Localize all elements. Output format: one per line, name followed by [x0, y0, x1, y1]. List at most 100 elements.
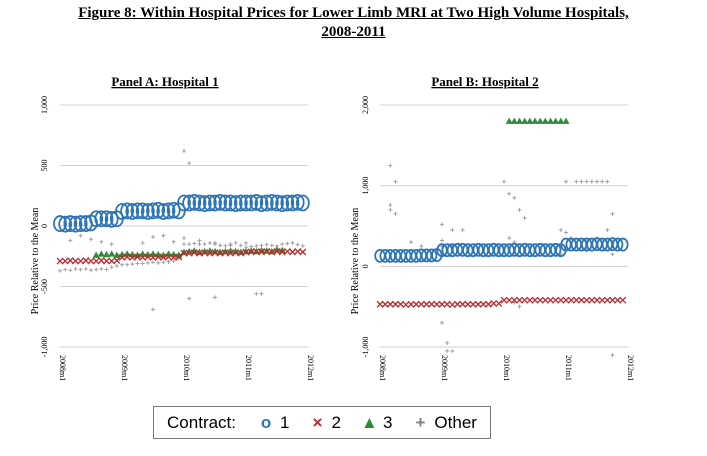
- data-point-contract-1: [611, 237, 624, 252]
- data-point-other: [300, 243, 305, 248]
- data-point-contract-2: [598, 296, 606, 304]
- legend-symbol-circle: o: [260, 412, 272, 432]
- data-point-contract-3: [113, 251, 121, 258]
- data-point-other: [140, 261, 145, 266]
- figure-title: Figure 8: Within Hospital Prices for Low…: [0, 4, 707, 42]
- data-point-other: [135, 261, 140, 266]
- data-point-contract-2: [521, 296, 529, 304]
- data-point-contract-1: [115, 203, 129, 220]
- data-point-contract-3: [505, 117, 513, 124]
- data-point-contract-1: [275, 195, 290, 213]
- data-point-contract-3: [180, 248, 188, 255]
- legend: Contract: o 1 × 2 ▲ 3 + Other: [153, 406, 491, 439]
- data-point-contract-3: [552, 117, 560, 124]
- data-point-contract-1: [151, 201, 166, 219]
- data-point-other: [151, 307, 155, 312]
- data-point-other: [99, 239, 104, 244]
- data-point-contract-1: [161, 202, 176, 220]
- data-point-contract-1: [192, 194, 207, 212]
- data-point-contract-3: [92, 251, 100, 258]
- y-tick-label: 0: [361, 264, 370, 268]
- y-tick-label: -500: [40, 279, 49, 294]
- data-point-contract-2: [552, 296, 560, 304]
- data-point-contract-1: [99, 210, 114, 228]
- data-point-contract-2: [557, 296, 565, 304]
- data-point-other: [285, 241, 290, 246]
- data-point-other: [89, 268, 93, 273]
- data-point-contract-1: [233, 194, 248, 212]
- data-point-contract-1: [182, 194, 197, 212]
- data-point-other: [600, 179, 605, 184]
- data-point-contract-1: [259, 194, 274, 212]
- data-point-other: [419, 244, 424, 249]
- data-point-other: [450, 228, 455, 233]
- data-point-other: [579, 179, 584, 184]
- data-point-other: [393, 179, 398, 184]
- data-point-other: [213, 295, 217, 300]
- data-point-other: [507, 236, 512, 241]
- figure-title-line1: Figure 8: Within Hospital Prices for Low…: [78, 5, 629, 21]
- data-point-other: [192, 241, 197, 246]
- data-point-contract-1: [270, 194, 284, 212]
- data-point-other: [440, 222, 444, 227]
- data-point-contract-2: [541, 296, 549, 304]
- data-point-contract-1: [58, 215, 73, 233]
- data-point-contract-2: [547, 296, 554, 304]
- data-point-contract-2: [588, 296, 596, 304]
- data-point-contract-3: [273, 246, 281, 253]
- data-point-contract-2: [516, 296, 523, 304]
- data-point-other: [78, 233, 83, 238]
- data-point-other: [213, 242, 217, 247]
- data-point-contract-2: [495, 299, 503, 307]
- data-point-contract-1: [244, 194, 259, 212]
- data-point-contract-2: [474, 300, 482, 308]
- legend-item-2: × 2: [309, 413, 341, 433]
- data-point-other: [182, 242, 186, 247]
- data-point-contract-2: [531, 296, 539, 304]
- data-point-other: [238, 243, 243, 248]
- data-point-other: [197, 242, 202, 247]
- data-point-contract-3: [242, 247, 250, 255]
- legend-item-1: o 1: [258, 412, 290, 433]
- data-point-other: [564, 179, 568, 184]
- data-point-other: [202, 242, 207, 247]
- data-point-contract-3: [103, 250, 110, 258]
- data-point-other: [151, 234, 155, 239]
- data-point-other: [460, 228, 465, 233]
- data-point-contract-2: [299, 248, 307, 256]
- data-point-contract-2: [469, 300, 477, 308]
- data-point-contract-3: [268, 247, 276, 255]
- data-point-contract-3: [247, 247, 255, 254]
- data-point-contract-1: [285, 194, 300, 212]
- data-point-contract-1: [166, 201, 181, 219]
- data-point-other: [109, 242, 114, 247]
- data-point-contract-2: [619, 296, 627, 304]
- panel-b-title: Panel B: Hospital 2: [431, 74, 538, 89]
- data-point-other: [104, 267, 109, 272]
- data-point-contract-3: [97, 250, 105, 257]
- x-tick-label: 2010m1: [182, 355, 191, 381]
- y-axis-label: Price Relative to the Mean: [30, 208, 41, 315]
- data-point-other: [156, 260, 161, 265]
- data-point-contract-3: [185, 247, 193, 255]
- data-point-contract-3: [211, 247, 219, 255]
- data-point-contract-3: [190, 247, 198, 254]
- data-point-contract-3: [108, 250, 116, 257]
- data-point-contract-1: [295, 194, 310, 212]
- data-point-contract-1: [228, 195, 243, 213]
- y-tick-label: 1,000: [40, 96, 49, 114]
- x-tick-label: 2009m1: [120, 355, 129, 381]
- data-point-contract-2: [454, 300, 461, 308]
- data-point-contract-1: [187, 194, 202, 211]
- data-point-contract-2: [479, 300, 487, 308]
- data-point-other: [259, 291, 264, 296]
- data-point-other: [388, 207, 393, 212]
- data-point-contract-1: [53, 215, 67, 232]
- data-point-other: [89, 237, 93, 242]
- data-point-contract-2: [423, 300, 430, 308]
- x-tick-label: 2012m1: [626, 355, 635, 381]
- data-point-contract-3: [510, 117, 518, 124]
- data-point-contract-3: [547, 117, 554, 124]
